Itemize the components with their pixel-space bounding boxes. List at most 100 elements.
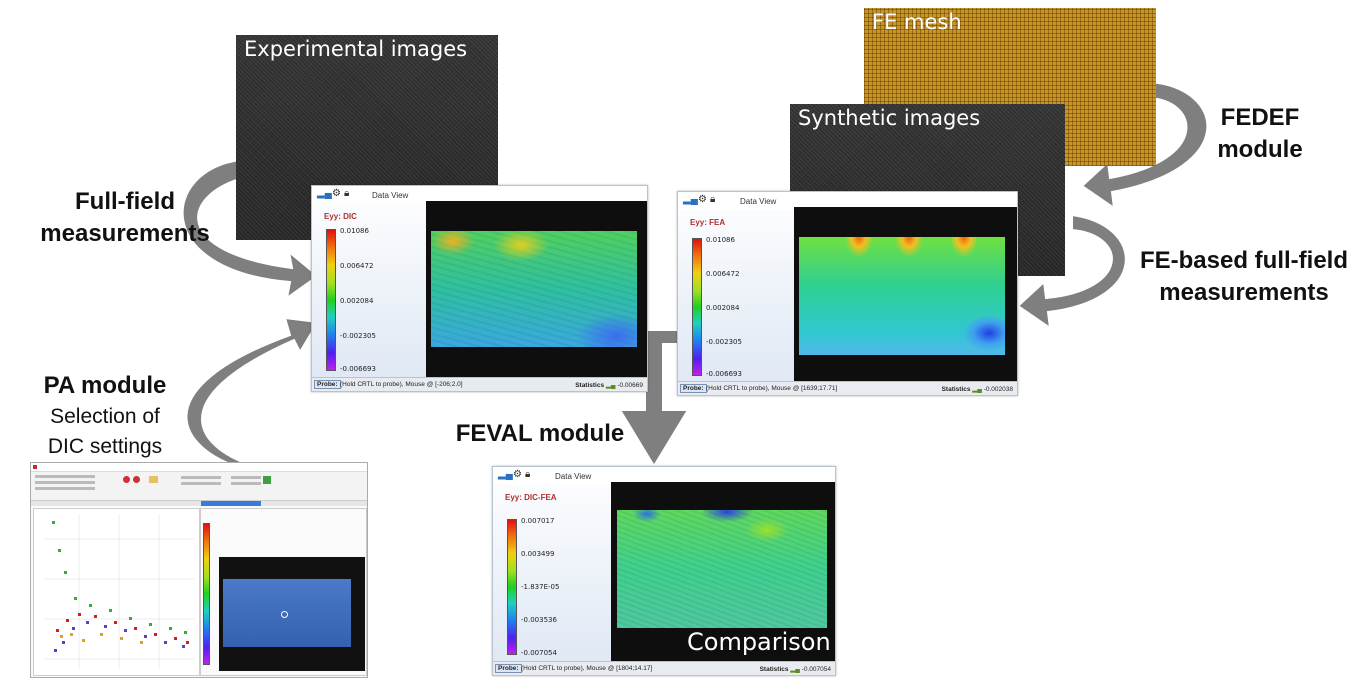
pa-active-tab[interactable] — [201, 501, 261, 506]
fea-legend-title: Eyy: FEA — [690, 218, 726, 227]
pa-module-app-window — [30, 462, 368, 678]
diff-colorbar — [507, 519, 517, 655]
full-field-line2: measurements — [40, 220, 210, 247]
diff-statistics[interactable]: Statistics ▂▄ -0.007054 — [759, 666, 831, 673]
diff-tick: -0.007054 — [521, 649, 557, 657]
synthetic-image-label: Synthetic images — [798, 106, 981, 130]
comparison-overlay-label: Comparison — [687, 628, 831, 656]
diff-tick: 0.003499 — [521, 550, 555, 558]
diff-view-title: Data View — [555, 472, 592, 481]
fedef-line2: module — [1217, 136, 1303, 163]
signal-icon[interactable]: ▂▄ — [683, 194, 698, 205]
pa-probe-marker — [281, 611, 288, 618]
diff-strain-field — [617, 510, 827, 628]
fea-plot-area[interactable] — [794, 207, 1017, 382]
fea-colorbar — [692, 238, 702, 376]
app-logo-icon — [33, 465, 37, 469]
fea-tick: 0.002084 — [706, 304, 740, 312]
pa-map-dark — [219, 557, 365, 671]
diff-probe-text: (Hold CRTL to probe), Mouse @ [1804;14.1… — [521, 665, 653, 672]
fea-tick: 0.01086 — [706, 236, 735, 244]
dic-toolbar: ▂▄ ⚙ 🔒︎ Data View — [312, 186, 647, 204]
fea-data-view-window: ▂▄ ⚙ 🔒︎ Data View Eyy: FEA 0.01086 0.006… — [677, 191, 1018, 396]
arrow-fedef — [1080, 80, 1209, 211]
signal-icon[interactable]: ▂▄ — [498, 469, 513, 480]
dic-tick: 0.002084 — [340, 297, 374, 305]
dic-stats-label: Statistics — [575, 382, 605, 389]
dic-tick: 0.01086 — [340, 227, 369, 235]
diff-tick: -0.003536 — [521, 616, 557, 624]
diff-probe-button[interactable]: Probe: — [495, 664, 522, 673]
dic-colorbar — [326, 229, 336, 371]
diff-status-bar: Probe: (Hold CRTL to probe), Mouse @ [18… — [493, 661, 835, 675]
fea-strain-field — [799, 237, 1005, 355]
stop-icon[interactable] — [133, 476, 140, 483]
arrow-full-field — [181, 158, 320, 301]
dic-plot-area[interactable] — [426, 201, 647, 378]
experimental-image-label: Experimental images — [244, 37, 468, 61]
pa-module-label: PA module Selection of DIC settings — [20, 370, 190, 462]
fe-mesh-label: FE mesh — [872, 10, 962, 34]
fea-view-title: Data View — [740, 197, 777, 206]
fea-status-bar: Probe: (Hold CRTL to probe), Mouse @ [16… — [678, 381, 1017, 395]
dic-data-view-window: ▂▄ ⚙ 🔒︎ Data View Eyy: DIC 0.01086 0.006… — [311, 185, 648, 392]
record-icon[interactable] — [123, 476, 130, 483]
fea-stats-value: -0.002038 — [983, 386, 1013, 393]
dic-probe-button[interactable]: Probe: — [314, 380, 341, 389]
diff-stats-label: Statistics — [759, 666, 789, 673]
dic-legend-panel: Eyy: DIC 0.01086 0.006472 0.002084 -0.00… — [312, 204, 426, 378]
feval-label: FEVAL module — [455, 420, 625, 447]
fe-based-label: FE-based full-field measurements — [1122, 245, 1366, 309]
full-field-label: Full-field measurements — [30, 186, 220, 250]
pa-map-panel — [200, 508, 367, 676]
dic-stats-value: -0.00669 — [617, 382, 643, 389]
diff-legend-panel: Eyy: DIC-FEA 0.007017 0.003499 -1.837E-0… — [493, 485, 611, 662]
fea-probe-button[interactable]: Probe: — [680, 384, 707, 393]
fe-based-line1: FE-based full-field — [1139, 247, 1348, 274]
fea-stats-label: Statistics — [941, 386, 971, 393]
lock-icon[interactable]: 🔒︎ — [710, 194, 716, 205]
gear-icon[interactable]: ⚙ — [513, 469, 522, 480]
gear-icon[interactable]: ⚙ — [698, 194, 707, 205]
diff-data-view-window: ▂▄ ⚙ 🔒︎ Data View Eyy: DIC-FEA 0.007017 … — [492, 466, 836, 676]
pa-module-title: PA module — [43, 372, 167, 399]
diff-stats-value: -0.007054 — [801, 666, 831, 673]
pa-sub-line2: DIC settings — [47, 435, 163, 458]
signal-icon[interactable]: ▂▄ — [317, 188, 332, 199]
dic-tick: -0.006693 — [340, 365, 376, 373]
diff-plot-area[interactable]: Comparison — [611, 482, 835, 662]
dic-tick: 0.006472 — [340, 262, 374, 270]
fea-statistics[interactable]: Statistics ▂▄ -0.002038 — [941, 386, 1013, 393]
lock-icon[interactable]: 🔒︎ — [344, 188, 350, 199]
dic-tick: -0.002305 — [340, 332, 376, 340]
fea-tick: -0.002305 — [706, 338, 742, 346]
full-field-line1: Full-field — [75, 188, 175, 215]
fea-toolbar: ▂▄ ⚙ 🔒︎ Data View — [678, 192, 1017, 210]
gear-icon[interactable]: ⚙ — [332, 188, 341, 199]
fedef-label: FEDEF module — [1200, 102, 1320, 166]
pa-scatter-plot — [33, 508, 200, 676]
diff-tick: -1.837E-05 — [521, 583, 560, 591]
diff-tick: 0.007017 — [521, 517, 555, 525]
fea-probe-text: (Hold CRTL to probe), Mouse @ [1639;17.7… — [706, 385, 838, 392]
grid-view-icon[interactable] — [263, 476, 271, 484]
fe-based-line2: measurements — [1159, 279, 1329, 306]
diff-legend-title: Eyy: DIC-FEA — [505, 493, 557, 502]
arrow-fe-based — [1016, 213, 1127, 331]
pa-ribbon — [31, 472, 367, 501]
pa-title-bar — [31, 463, 367, 472]
fedef-line1: FEDEF — [1220, 104, 1300, 131]
pa-sub-line1: Selection of — [50, 405, 160, 428]
folder-icon[interactable] — [149, 476, 158, 483]
dic-legend-title: Eyy: DIC — [324, 212, 357, 221]
dic-probe-text: (Hold CRTL to probe), Mouse @ [-206;2.0] — [340, 381, 463, 388]
pa-scatter-svg — [44, 514, 194, 669]
dic-status-bar: Probe: (Hold CRTL to probe), Mouse @ [-2… — [312, 377, 647, 391]
fea-tick: -0.006693 — [706, 370, 742, 378]
dic-statistics[interactable]: Statistics ▂▄ -0.00669 — [575, 382, 643, 389]
lock-icon[interactable]: 🔒︎ — [525, 469, 531, 480]
diff-toolbar: ▂▄ ⚙ 🔒︎ Data View — [493, 467, 835, 485]
fea-legend-panel: Eyy: FEA 0.01086 0.006472 0.002084 -0.00… — [678, 210, 794, 382]
pa-colorbar — [203, 523, 210, 665]
